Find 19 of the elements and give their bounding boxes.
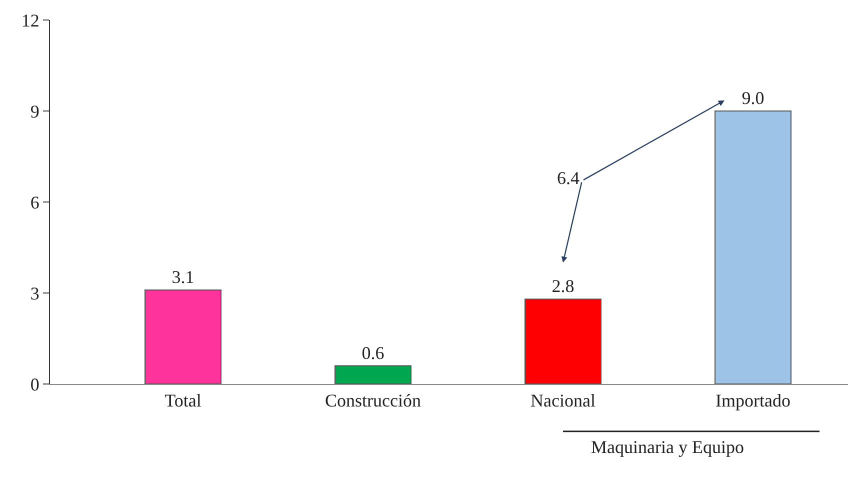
- text: Maquinaria y Equipo: [591, 437, 744, 457]
- annotation: 6.4: [557, 168, 580, 188]
- bar: [714, 110, 792, 384]
- data-label: 2.8: [552, 276, 574, 296]
- x-tick-label: Construcción: [325, 390, 421, 411]
- y-tick-label: 3: [30, 283, 40, 304]
- y-tick-label: 9: [30, 101, 40, 122]
- x-tick-label: Total: [164, 390, 202, 411]
- data-label: 0.6: [362, 342, 384, 363]
- data-label: 9.0: [742, 88, 764, 108]
- y-tick-label: 12: [21, 10, 40, 30]
- y-tick-label: 0: [30, 374, 40, 394]
- x-tick-label: Importado: [716, 390, 790, 411]
- x-tick-label: Nacional: [530, 390, 596, 411]
- data-label: 3.1: [172, 266, 194, 287]
- bar: [524, 298, 602, 384]
- bar: [334, 365, 412, 384]
- bar: [144, 289, 222, 384]
- y-tick-label: 6: [30, 192, 40, 212]
